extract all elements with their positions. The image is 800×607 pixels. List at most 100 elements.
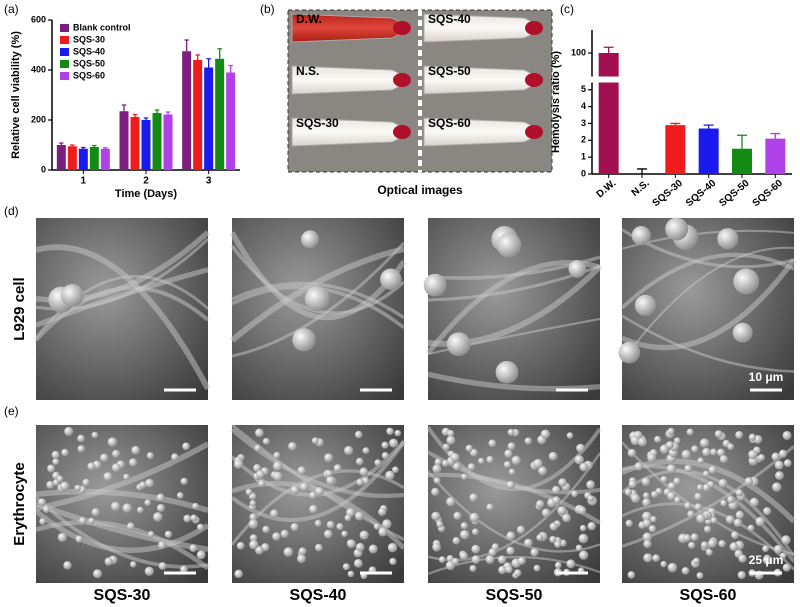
sem-particle <box>514 569 522 577</box>
sem-image <box>423 218 603 400</box>
sem-particle <box>647 453 657 463</box>
sediment <box>525 21 543 35</box>
sem-particle <box>660 475 668 483</box>
sem-particle <box>495 360 519 384</box>
sem-particle <box>654 435 662 443</box>
sem-particle <box>110 501 121 512</box>
legend-label: SQS-50 <box>73 58 105 68</box>
sem-particle <box>423 273 447 297</box>
sem-particle <box>56 475 64 483</box>
sem-particle <box>290 485 300 495</box>
sem-particle <box>107 437 118 447</box>
sem-particle <box>667 482 676 491</box>
sem-particle <box>552 485 561 495</box>
panel-label: (d) <box>4 204 19 218</box>
sem-particle <box>336 523 344 531</box>
sem-particle <box>309 491 317 500</box>
sem-particle <box>255 545 264 555</box>
sem-particle <box>782 563 791 572</box>
bar <box>665 125 686 174</box>
sem-particle <box>505 565 513 574</box>
legend-label: SQS-40 <box>73 46 105 56</box>
sem-particle <box>359 467 368 477</box>
y-tick-label: 2 <box>581 135 586 145</box>
sem-particle <box>707 539 717 548</box>
sem-particle <box>299 482 309 492</box>
sem-particle <box>368 544 378 554</box>
sem-particle <box>498 565 507 575</box>
sem-particle <box>718 478 728 488</box>
sem-particle <box>122 503 132 513</box>
sem-particle <box>779 552 787 559</box>
sem-particle <box>433 477 441 485</box>
sem-particle <box>467 463 476 471</box>
sem-particle <box>249 540 259 550</box>
legend-swatch <box>60 48 69 56</box>
sem-texture <box>35 441 210 512</box>
sem-particle <box>650 516 657 523</box>
sem-particle <box>59 481 70 491</box>
sem-texture <box>621 502 796 571</box>
sem-particle <box>575 544 583 552</box>
sem-particle <box>128 458 138 467</box>
sem-particle <box>255 428 264 438</box>
error-bar <box>143 117 149 120</box>
sem-particle <box>465 444 473 452</box>
bar <box>698 128 719 174</box>
sem-texture <box>35 500 209 553</box>
sem-particle <box>729 542 739 552</box>
sem-particle <box>781 535 791 545</box>
sem-particle <box>579 524 587 532</box>
caption: Optical images <box>377 183 463 197</box>
sem-particle <box>630 435 641 446</box>
sem-texture <box>620 258 797 351</box>
sem-particle <box>714 430 723 438</box>
error-bar <box>184 39 189 52</box>
bar <box>163 114 173 170</box>
sem-particle <box>696 484 704 491</box>
sem-particle <box>315 486 325 496</box>
sem-particle <box>432 542 442 552</box>
sem-particle <box>249 513 257 521</box>
x-tick-label: SQS-60 <box>751 178 786 210</box>
sem-particle <box>554 541 562 548</box>
sem-particle <box>82 478 90 487</box>
sem-particle <box>180 477 188 485</box>
sem-particle <box>733 518 743 528</box>
sem-particle <box>459 529 470 540</box>
sem-particle <box>234 569 243 579</box>
error-bar <box>165 111 171 115</box>
sem-particle <box>735 510 745 520</box>
sem-particle <box>571 490 578 498</box>
x-tick-label: SQS-40 <box>684 178 719 210</box>
sem-particle <box>196 550 206 560</box>
sem-particle <box>258 480 266 488</box>
panel-label: (e) <box>4 404 19 418</box>
sem-particle <box>381 451 389 459</box>
sem-particle <box>64 426 74 436</box>
scale-bar-label: 25 μm <box>749 553 784 567</box>
sem-particle <box>642 498 651 507</box>
sem-particle <box>735 430 744 439</box>
sem-particle <box>123 473 130 481</box>
x-axis-label: Time (Days) <box>115 188 177 200</box>
error-bar <box>206 58 211 68</box>
sem-particle <box>442 443 450 451</box>
sem-texture <box>621 314 795 373</box>
sem-particle <box>744 477 754 486</box>
sem-particle <box>236 541 245 550</box>
sem-particle <box>262 525 270 534</box>
sem-particle <box>297 554 306 564</box>
sem-particle <box>77 445 85 453</box>
sem-particle <box>681 567 690 575</box>
sem-texture <box>34 509 210 553</box>
y-axis-label: Hemolysis ratio (%) <box>550 51 562 153</box>
sem-particle <box>52 458 60 466</box>
sem-particle <box>78 516 87 525</box>
sem-particle <box>381 441 389 449</box>
sem-particle <box>280 529 289 538</box>
sem-particle <box>634 294 657 316</box>
sem-particle <box>667 562 678 573</box>
sem-particle <box>579 462 589 472</box>
x-tick-label: SQS-50 <box>717 178 752 210</box>
